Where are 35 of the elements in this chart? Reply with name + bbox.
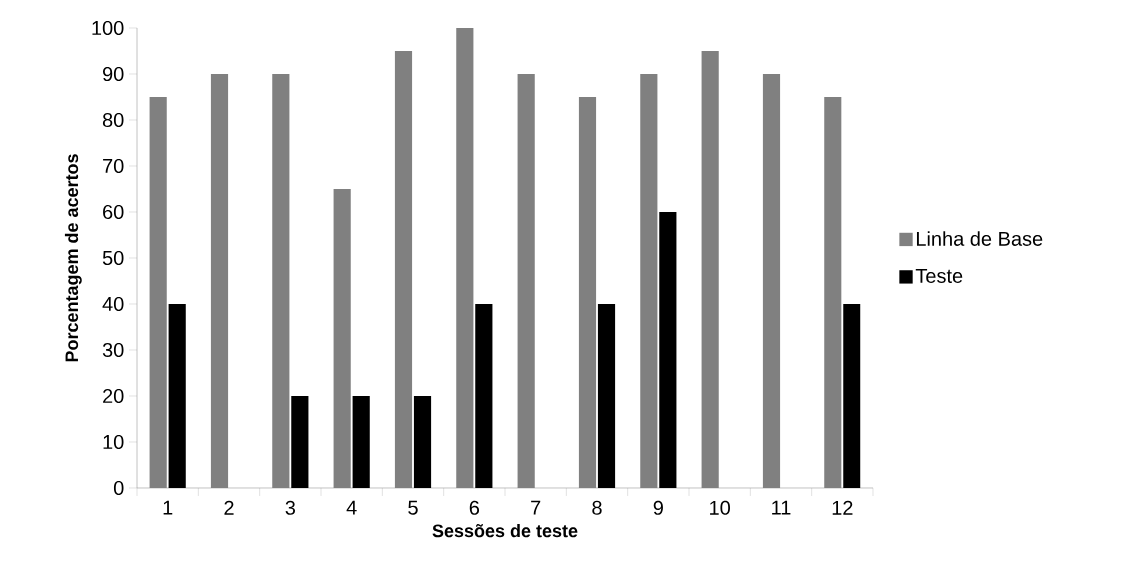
- x-axis-title: Sessões de teste: [432, 524, 578, 538]
- y-tick-label: 90: [103, 66, 124, 82]
- bar: [597, 303, 616, 488]
- x-tick-label: 10: [710, 500, 730, 515]
- bar: [843, 303, 861, 488]
- x-tick-label: 3: [285, 500, 296, 515]
- x-tick-label: 5: [408, 500, 418, 515]
- y-tick-label: 20: [103, 388, 124, 404]
- legend-label: Linha de Base: [916, 231, 1043, 246]
- x-tick-label: 7: [531, 500, 541, 515]
- bar: [291, 395, 309, 488]
- y-tick-label: 70: [103, 158, 124, 174]
- x-tick-label: 12: [832, 500, 853, 515]
- x-tick-label: 1: [163, 500, 173, 515]
- bar: [475, 303, 493, 488]
- legend-label: Teste: [915, 269, 963, 283]
- bar: [659, 211, 677, 488]
- x-tick-label: 8: [592, 500, 602, 515]
- y-tick-label: 50: [102, 250, 124, 266]
- bar: [413, 395, 432, 488]
- x-tick-label: 6: [469, 500, 480, 515]
- x-tick-label: 4: [346, 500, 357, 515]
- y-tick-label: 60: [103, 204, 124, 220]
- x-tick-label: 2: [224, 500, 234, 515]
- y-tick-label: 30: [102, 342, 124, 358]
- y-axis-title: Porcentagem de acertos: [64, 154, 82, 362]
- y-tick-label: 40: [102, 296, 124, 312]
- y-tick-label: 0: [113, 480, 124, 496]
- y-tick-label: 10: [103, 434, 124, 450]
- x-tick-label: 9: [653, 500, 663, 515]
- x-tick-label: 11: [772, 500, 791, 515]
- bar: [352, 395, 370, 488]
- y-tick-label: 100: [92, 20, 124, 36]
- y-tick-label: 80: [102, 112, 124, 128]
- bar: [168, 303, 186, 488]
